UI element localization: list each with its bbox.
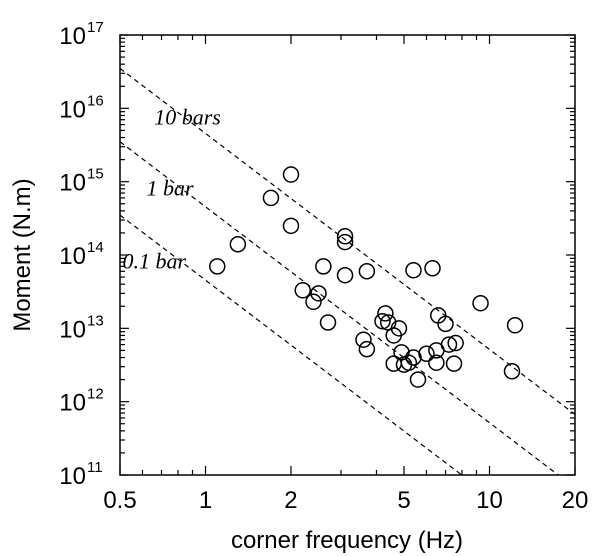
data-point <box>440 336 458 353</box>
data-point <box>336 266 354 284</box>
y-tick-exponent: 14 <box>87 239 104 256</box>
x-tick-label: 20 <box>562 487 589 514</box>
y-tick-exponent: 15 <box>87 166 104 183</box>
data-point <box>305 293 322 311</box>
data-point <box>506 317 524 334</box>
reference-lines <box>120 67 575 475</box>
y-tick-exponent: 17 <box>87 19 104 36</box>
y-tick-label: 10 <box>59 96 86 123</box>
data-point <box>358 263 376 280</box>
data-point <box>229 236 247 253</box>
data-point <box>405 349 422 366</box>
y-axis-title: Moment (N.m) <box>9 178 36 331</box>
y-tick-label: 10 <box>59 23 86 50</box>
data-point <box>336 228 354 245</box>
data-point <box>282 217 300 235</box>
data-point <box>294 282 311 299</box>
data-point <box>437 315 454 333</box>
data-point <box>390 320 408 337</box>
data-point <box>409 371 427 388</box>
data-point <box>336 233 354 251</box>
x-tick-label: 0.5 <box>103 487 136 514</box>
x-tick-label: 1 <box>199 487 212 514</box>
data-point <box>374 312 391 330</box>
x-axis-title: corner frequency (Hz) <box>231 527 463 554</box>
reference-line <box>120 214 463 475</box>
reference-line-label: 10 bars <box>154 105 221 130</box>
data-point <box>405 261 422 279</box>
data-point <box>319 314 337 331</box>
data-point <box>472 294 489 312</box>
data-point <box>445 355 463 372</box>
y-tick-exponent: 16 <box>87 92 104 109</box>
reference-line-label: 1 bar <box>147 175 195 200</box>
y-tick-label: 10 <box>59 316 86 343</box>
data-point <box>503 362 521 380</box>
x-tick-label: 2 <box>284 487 297 514</box>
x-tick-label: 5 <box>397 487 410 514</box>
y-tick-label: 10 <box>59 390 86 417</box>
y-tick-exponent: 11 <box>87 459 103 476</box>
x-tick-labels: 0.5 1 2 5 10 20 <box>103 487 588 514</box>
data-points <box>209 166 524 388</box>
axis-ticks <box>119 34 576 476</box>
data-point <box>282 166 300 183</box>
y-tick-exponent: 12 <box>87 386 104 403</box>
y-tick-exponent: 13 <box>87 312 104 329</box>
data-point <box>424 259 441 277</box>
data-point <box>355 331 372 348</box>
data-point <box>315 258 332 275</box>
data-point <box>418 345 435 363</box>
data-point <box>209 258 226 275</box>
y-tick-label: 10 <box>59 170 86 197</box>
y-tick-label: 10 <box>59 243 86 270</box>
data-point <box>310 285 327 302</box>
reference-line-labels: 10 bars 1 bar 0.1 bar <box>122 105 220 274</box>
x-tick-label: 10 <box>476 487 503 514</box>
data-point <box>400 354 418 371</box>
y-tick-label: 10 <box>59 463 86 490</box>
reference-line-label: 0.1 bar <box>122 249 186 274</box>
plot-frame <box>119 34 576 476</box>
data-point <box>447 334 464 352</box>
data-point <box>262 189 280 207</box>
data-point <box>377 305 394 322</box>
data-point <box>428 354 445 371</box>
data-point <box>358 340 376 358</box>
